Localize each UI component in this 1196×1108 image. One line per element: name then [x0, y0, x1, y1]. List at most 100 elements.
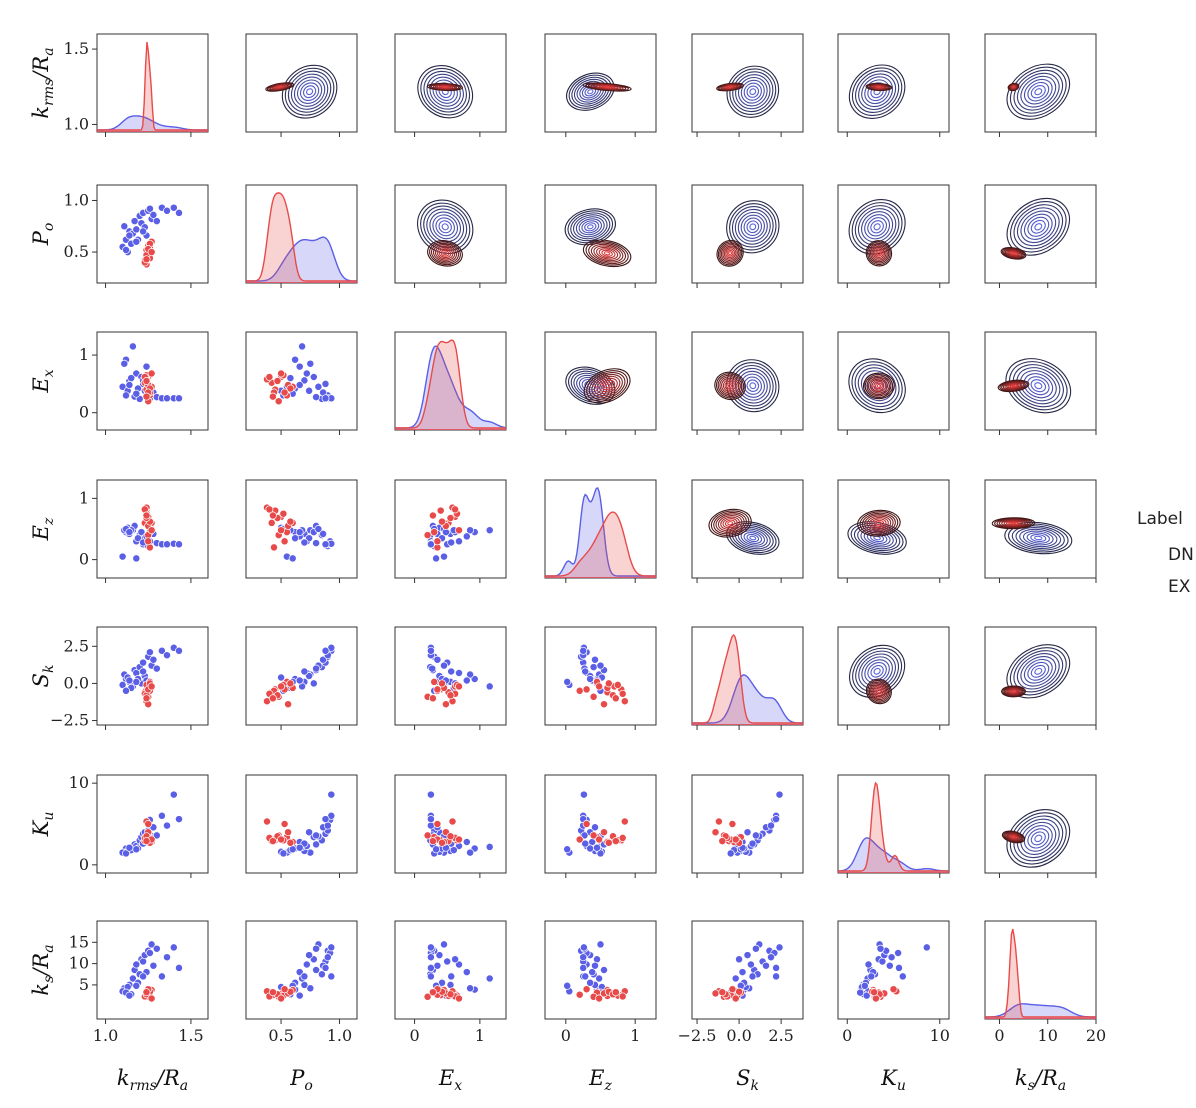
contour-EX-3: [1004, 248, 1023, 258]
point-DN-1: [120, 359, 129, 368]
point-EX-13: [582, 820, 591, 828]
panel-Po-vs-Po: [245, 184, 358, 288]
contour-DN-4: [1019, 370, 1057, 402]
point-EX-15: [268, 837, 277, 846]
contour-EX-1: [1002, 247, 1025, 259]
panel-Po-vs-krms: 0.5 1.0: [64, 184, 209, 288]
contour-EX-1: [994, 517, 1033, 529]
contour-DN-1: [1009, 66, 1067, 117]
point-DN-16: [591, 961, 599, 970]
point-DN-17: [751, 831, 760, 840]
contour-EX-8: [728, 251, 733, 256]
point-DN-21: [426, 815, 435, 824]
point-DN-21: [772, 815, 781, 824]
point-DN-20: [327, 943, 336, 952]
point-EX-14: [595, 994, 604, 1003]
contour-EX-3: [590, 243, 624, 263]
kde-DN: [692, 674, 803, 725]
contour-DN-6: [1027, 216, 1050, 237]
x-tick-label: 1: [630, 1026, 640, 1045]
contour-EX-2: [719, 242, 741, 264]
panel-Po-vs-Sk: [691, 184, 804, 288]
point-DN-19: [579, 953, 588, 962]
contour-EX-5: [596, 246, 619, 260]
contour-EX-5: [1006, 382, 1021, 389]
point-EX-11: [286, 838, 295, 847]
contour-EX-3: [591, 373, 623, 398]
point-DN-16: [319, 529, 328, 538]
panel-ks-vs-Ku: 0 10: [837, 920, 950, 1045]
point-DN-19: [163, 540, 171, 549]
point-DN-26: [432, 845, 441, 854]
point-DN-19: [426, 953, 435, 962]
contour-DN-5: [578, 218, 602, 236]
point-EX-3: [430, 528, 439, 537]
point-EX-15: [268, 392, 277, 401]
contour-EX-0: [1000, 246, 1027, 260]
contour-DN-1: [1010, 201, 1067, 253]
point-EX-9: [711, 989, 720, 998]
point-DN-11: [305, 828, 314, 837]
contour-EX-7: [726, 382, 735, 390]
point-DN-18: [157, 646, 166, 655]
y-axis-label-Sk: Sk: [29, 665, 57, 688]
point-EX-14: [455, 682, 463, 691]
contour-DN-3: [1016, 818, 1060, 859]
point-EX-13: [433, 685, 442, 694]
contour-EX-6: [874, 248, 884, 259]
contour-DN-0: [566, 72, 615, 111]
contour-EX-6: [874, 686, 884, 697]
contour-EX-5: [723, 247, 737, 260]
legend-entry-ex: EX: [1168, 577, 1191, 597]
panel-Ez-vs-Sk: [691, 479, 804, 583]
point-DN-21: [175, 540, 183, 549]
panel-Po-vs-Ku: [837, 184, 950, 288]
point-EX-15: [142, 988, 151, 997]
point-EX-13: [280, 820, 289, 828]
contour-EX-4: [871, 245, 887, 261]
contour-EX-0: [427, 240, 463, 267]
contour-EX-0: [997, 379, 1030, 393]
point-EX-15: [142, 837, 151, 846]
panel-Ez-vs-Ez: [544, 479, 657, 583]
point-DN-16: [591, 823, 599, 832]
point-DN-26: [860, 981, 869, 990]
point-EX-12: [142, 377, 151, 385]
contour-DN-5: [740, 79, 765, 104]
y-axis-label-Po: Po: [29, 223, 57, 247]
contour-EX-2: [1003, 248, 1024, 259]
contour-EX-4: [721, 377, 740, 395]
kde-EX: [545, 511, 656, 578]
contour-DN-5: [1022, 530, 1054, 546]
contour-EX-5: [1007, 250, 1020, 257]
contour-DN-2: [1013, 204, 1064, 250]
x-tick-label: 1.0: [93, 1026, 118, 1045]
contour-DN-6: [581, 220, 600, 234]
contour-EX-0: [714, 371, 746, 401]
contour-DN-4: [1020, 75, 1057, 108]
contour-DN-0: [1006, 197, 1071, 256]
point-DN-24: [300, 972, 309, 981]
contour-EX-6: [1005, 520, 1022, 526]
point-DN-16: [885, 961, 894, 970]
contour-DN-4: [429, 211, 462, 243]
contour-EX-2: [717, 374, 743, 398]
point-DN-21: [175, 815, 183, 824]
x-axis-label-Ez: Ez: [588, 1066, 612, 1094]
panel-frame: [544, 774, 657, 874]
point-EX-10: [618, 689, 627, 698]
panel-frame: [96, 920, 209, 1020]
point-DN-13: [596, 661, 605, 670]
contour-EX-7: [724, 519, 736, 527]
point-DN-9: [309, 679, 318, 688]
point-DN-5: [485, 682, 494, 691]
contour-DN-0: [847, 521, 907, 555]
point-DN-14: [142, 362, 151, 371]
contour-EX-8: [727, 383, 733, 388]
contour-EX-7: [726, 249, 734, 257]
point-DN-18: [157, 811, 166, 820]
point-DN-21: [175, 646, 183, 655]
contour-DN-2: [570, 212, 611, 242]
contour-EX-7: [1009, 384, 1018, 388]
